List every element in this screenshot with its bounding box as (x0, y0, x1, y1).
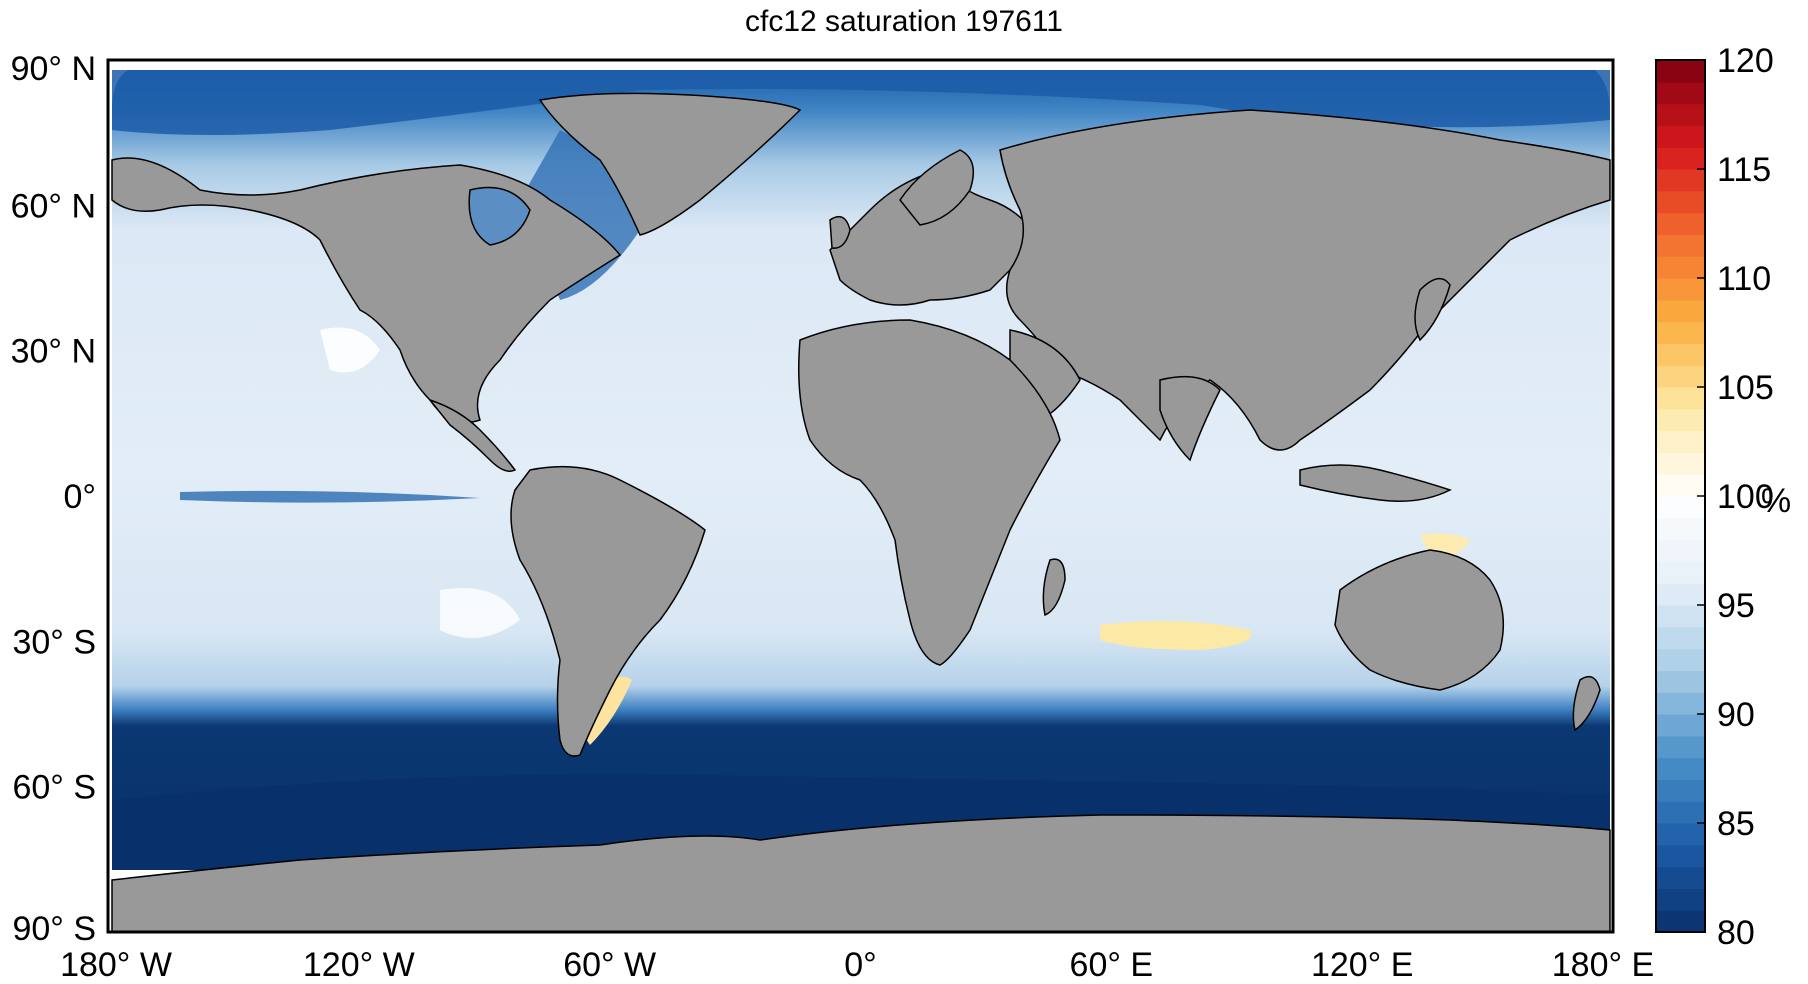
colorbar-step (1656, 496, 1705, 519)
colorbar-step (1656, 452, 1705, 475)
y-tick-label: 60° N (11, 187, 96, 225)
colorbar-step (1656, 474, 1705, 497)
colorbar-step (1656, 212, 1705, 235)
antarctica (111, 814, 1611, 932)
colorbar-step (1656, 387, 1705, 410)
colorbar-tick-label: 110 (1717, 260, 1771, 298)
y-tick-label: 60° S (12, 769, 96, 807)
colorbar-step (1656, 539, 1705, 562)
colorbar-step (1656, 430, 1705, 453)
colorbar-step (1656, 408, 1705, 432)
colorbar-tick-label: 95 (1717, 587, 1755, 625)
map-frame (106, 58, 1615, 934)
colorbar-step (1656, 169, 1705, 192)
x-tick-label: 180° E (1552, 946, 1654, 984)
colorbar-step (1656, 583, 1705, 606)
subtropical-white-patch (320, 327, 380, 373)
colorbar-step (1656, 321, 1705, 344)
colorbar-step (1656, 365, 1705, 388)
colorbar-step (1656, 60, 1705, 83)
equatorial-pacific-band (180, 490, 480, 503)
x-tick-label: 0° (844, 946, 877, 984)
colorbar-step (1656, 147, 1705, 170)
africa (798, 319, 1061, 666)
colorbar-step (1656, 779, 1705, 802)
y-tick-label: 0° (63, 478, 96, 516)
india (1159, 375, 1221, 462)
scandinavia (899, 149, 975, 226)
colorbar-tick-label: 90 (1717, 696, 1755, 734)
colorbar-step (1656, 256, 1705, 279)
x-tick-label: 180° W (60, 946, 172, 984)
colorbar-step (1656, 648, 1705, 671)
colorbar-tick-label: 105 (1717, 369, 1774, 407)
colorbar-step (1656, 278, 1705, 301)
x-tick-label: 120° E (1311, 946, 1413, 984)
colorbar-step (1656, 626, 1705, 650)
colorbar-step (1656, 103, 1705, 126)
colorbar-step (1656, 81, 1705, 105)
colorbar-step (1656, 910, 1705, 933)
colorbar-step (1656, 125, 1705, 148)
south-pacific-white-patch (440, 588, 520, 638)
new-zealand (1572, 675, 1601, 732)
colorbar-step (1656, 605, 1705, 628)
x-axis: 180° W 120° W 60° W 0° 60° E 120° E 180° E (60, 946, 1654, 984)
y-tick-label: 30° N (11, 333, 96, 371)
map-title: cfc12 saturation 197611 (744, 5, 1063, 38)
colorbar-step (1656, 823, 1705, 846)
land-masses (111, 92, 1611, 932)
colorbar-step (1656, 561, 1705, 584)
southeast-asia-islands (1299, 464, 1452, 502)
colorbar: 120 115 110 105 100 95 90 85 80 % (1655, 42, 1791, 952)
arctic-deep-blue (112, 70, 1610, 135)
y-tick-label: 30° S (12, 623, 96, 661)
colorbar-step (1656, 670, 1705, 693)
colorbar-step (1656, 190, 1705, 214)
hudson-bay (468, 186, 531, 246)
colorbar-step (1656, 866, 1705, 889)
colorbar-ticks: 120 115 110 105 100 95 90 85 80 (1697, 42, 1774, 952)
colorbar-tick-label: 120 (1717, 42, 1774, 80)
colorbar-unit: % (1761, 482, 1791, 520)
colorbar-step (1656, 888, 1705, 911)
asia (999, 109, 1611, 451)
colorbar-step (1656, 801, 1705, 824)
colorbar-step (1656, 844, 1705, 868)
colorbar-step (1656, 714, 1705, 737)
south-america (510, 465, 706, 757)
y-tick-label: 90° N (11, 50, 96, 88)
x-tick-label: 60° E (1070, 946, 1154, 984)
colorbar-tick-label: 100 (1717, 478, 1774, 516)
colorbar-step (1656, 692, 1705, 715)
colorbar-step (1656, 735, 1705, 759)
indian-ocean-anomaly (1100, 621, 1252, 650)
colorbar-step (1656, 517, 1705, 541)
colorbar-tick-label: 80 (1717, 914, 1755, 952)
colorbar-tick-label: 115 (1717, 151, 1771, 189)
colorbar-step (1656, 234, 1705, 257)
map-plot-area (106, 58, 1615, 934)
greenland (538, 92, 802, 236)
australia (1334, 549, 1505, 691)
japan (1414, 277, 1451, 342)
central-america (427, 398, 517, 472)
y-axis: 90° N 60° N 30° N 0° 30° S 60° S 90° S (11, 50, 96, 948)
colorbar-step (1656, 299, 1705, 323)
x-tick-label: 120° W (303, 946, 415, 984)
colorbar-step (1656, 343, 1705, 366)
colorbar-tick-label: 85 (1717, 805, 1755, 843)
british-isles (829, 215, 851, 249)
madagascar (1042, 558, 1066, 617)
colorbar-steps (1656, 60, 1705, 933)
y-tick-label: 90° S (12, 910, 96, 948)
x-tick-label: 60° W (563, 946, 656, 984)
colorbar-step (1656, 757, 1705, 780)
